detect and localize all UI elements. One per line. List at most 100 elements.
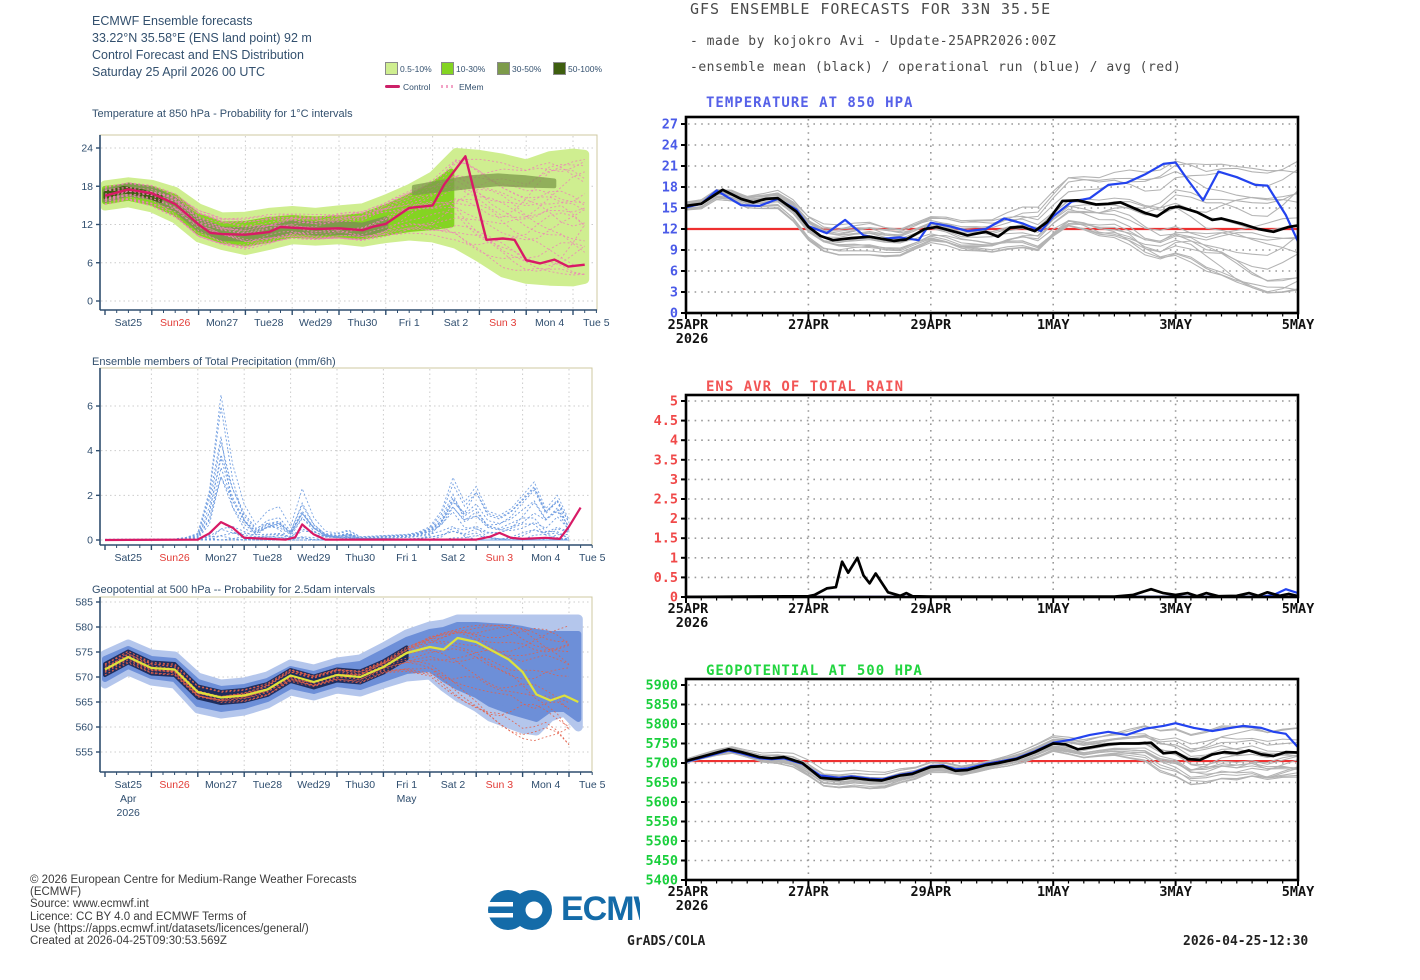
svg-text:Mon27: Mon27 [205, 552, 237, 564]
svg-text:Fri 1: Fri 1 [396, 779, 417, 791]
svg-text:2: 2 [87, 490, 93, 502]
svg-text:21: 21 [662, 159, 678, 175]
svg-text:24: 24 [662, 138, 678, 154]
svg-text:2026: 2026 [117, 807, 141, 819]
svg-text:Tue28: Tue28 [254, 317, 284, 329]
svg-text:Sun26: Sun26 [159, 779, 190, 791]
legend-label-3: 30-50% [512, 63, 542, 74]
svg-text:9: 9 [670, 243, 678, 259]
geo500-chart-title: Geopotential at 500 hPa -- Probability f… [92, 584, 376, 596]
svg-text:3: 3 [670, 285, 678, 301]
geo500-meteogram: 555 560 565 570 575 580 585 Sat25 Sun26 Mon27 Tue2… [75, 596, 606, 819]
svg-text:Mon 4: Mon 4 [535, 317, 564, 329]
svg-text:27APR: 27APR [788, 317, 830, 333]
svg-text:Sat25: Sat25 [114, 779, 142, 791]
svg-text:6: 6 [87, 257, 93, 269]
svg-text:0: 0 [670, 306, 678, 322]
svg-text:Sun26: Sun26 [160, 317, 191, 329]
svg-text:575: 575 [75, 647, 93, 659]
svg-text:Tue 5: Tue 5 [579, 552, 606, 564]
svg-text:Mon27: Mon27 [206, 317, 238, 329]
svg-text:6: 6 [87, 401, 93, 413]
svg-text:25APR: 25APR [668, 884, 710, 900]
gfs-temp850-chart: 0 3 6 9 12 15 18 21 24 27 25APR 27APR 29APR 1MAY 3MAY 5… [662, 115, 1315, 347]
legend-label-control: Control [403, 81, 431, 92]
svg-text:5500: 5500 [645, 834, 678, 850]
gfs-geo500-title: GEOPOTENTIAL AT 500 HPA [706, 663, 923, 679]
footer-line-2: (ECMWF) [30, 886, 82, 899]
svg-text:3MAY: 3MAY [1159, 601, 1192, 617]
svg-text:Wed29: Wed29 [299, 317, 332, 329]
svg-text:5900: 5900 [645, 678, 678, 694]
svg-text:Tue 5: Tue 5 [583, 317, 610, 329]
svg-text:Apr: Apr [120, 793, 137, 805]
svg-text:Mon27: Mon27 [205, 779, 237, 791]
svg-text:Sun 3: Sun 3 [486, 552, 514, 564]
svg-text:5850: 5850 [645, 697, 678, 713]
footer-line-6: Created at 2026-04-25T09:30:53.569Z [30, 935, 227, 948]
svg-text:27APR: 27APR [788, 884, 830, 900]
legend-emem: EMem [441, 82, 497, 92]
gfs-temp850-title: TEMPERATURE AT 850 HPA [706, 95, 914, 111]
svg-text:5800: 5800 [645, 717, 678, 733]
svg-text:5650: 5650 [645, 775, 678, 791]
svg-text:1MAY: 1MAY [1037, 601, 1070, 617]
svg-text:Thu30: Thu30 [348, 317, 378, 329]
svg-text:29APR: 29APR [910, 601, 952, 617]
svg-text:5750: 5750 [645, 736, 678, 752]
svg-text:2026: 2026 [676, 615, 709, 631]
grads-timestamp: 2026-04-25-12:30 [1183, 934, 1309, 949]
svg-text:555: 555 [75, 747, 93, 759]
svg-text:3: 3 [670, 472, 678, 488]
legend-label-1: 0.5-10% [400, 63, 432, 74]
footer-line-1: © 2026 European Centre for Medium-Range … [30, 874, 357, 886]
svg-text:18: 18 [662, 180, 678, 196]
svg-text:5600: 5600 [645, 795, 678, 811]
svg-text:25APR: 25APR [668, 601, 710, 617]
svg-text:560: 560 [75, 722, 93, 734]
svg-text:27: 27 [662, 117, 678, 133]
ecmwf-location: 33.22°N 35.58°E (ENS land point) 92 m [92, 31, 312, 45]
ecmwf-panel: ECMWF Ensemble forecasts 33.22°N 35.58°E… [0, 0, 640, 980]
ecmwf-product: Control Forecast and ENS Distribution [92, 48, 304, 62]
svg-text:May: May [397, 793, 418, 805]
svg-text:29APR: 29APR [910, 884, 952, 900]
svg-text:5400: 5400 [645, 873, 678, 889]
svg-text:15: 15 [662, 201, 678, 217]
svg-text:5550: 5550 [645, 814, 678, 830]
copyright-footer: © 2026 European Centre for Medium-Range … [30, 874, 357, 947]
svg-text:0: 0 [87, 296, 93, 308]
svg-text:580: 580 [75, 622, 93, 634]
svg-text:Wed29: Wed29 [297, 779, 330, 791]
svg-text:Mon 4: Mon 4 [531, 552, 560, 564]
ecmwf-title: ECMWF Ensemble forecasts [92, 14, 253, 28]
ecmwf-logo-text: ECMWF [561, 890, 640, 928]
gfs-title: GFS ENSEMBLE FORECASTS FOR 33N 35.5E [690, 0, 1052, 18]
svg-text:Mon 4: Mon 4 [531, 779, 560, 791]
legend-band-3: 30-50% [497, 62, 553, 75]
svg-text:2026: 2026 [676, 898, 709, 914]
svg-text:Sat25: Sat25 [114, 552, 142, 564]
legend-swatch-3 [497, 62, 510, 75]
svg-text:6: 6 [670, 264, 678, 280]
svg-text:3MAY: 3MAY [1159, 317, 1192, 333]
precip-meteogram: 0 2 4 6 Sat25 Sun26 Mon27 Tue28 Wed29 Thu30 Fri 1 S… [87, 367, 606, 564]
legend-band-1: 0.5-10% [385, 62, 441, 75]
svg-text:565: 565 [75, 697, 93, 709]
svg-text:5MAY: 5MAY [1282, 601, 1315, 617]
svg-text:4: 4 [670, 433, 678, 449]
probability-legend: 0.5-10% 10-30% 30-50% 50-100% [385, 62, 609, 93]
legend-label-emem: EMem [459, 81, 484, 92]
svg-text:Tue28: Tue28 [253, 552, 283, 564]
svg-text:Tue28: Tue28 [253, 779, 283, 791]
svg-text:0: 0 [87, 535, 93, 547]
svg-text:4.5: 4.5 [654, 413, 678, 429]
svg-text:Sat 2: Sat 2 [441, 552, 466, 564]
legend-swatch-1 [385, 62, 398, 75]
svg-text:Sun26: Sun26 [159, 552, 190, 564]
svg-text:4: 4 [87, 445, 93, 457]
svg-text:0: 0 [670, 590, 678, 606]
svg-text:Fri 1: Fri 1 [399, 317, 420, 329]
svg-text:Thu30: Thu30 [345, 552, 375, 564]
